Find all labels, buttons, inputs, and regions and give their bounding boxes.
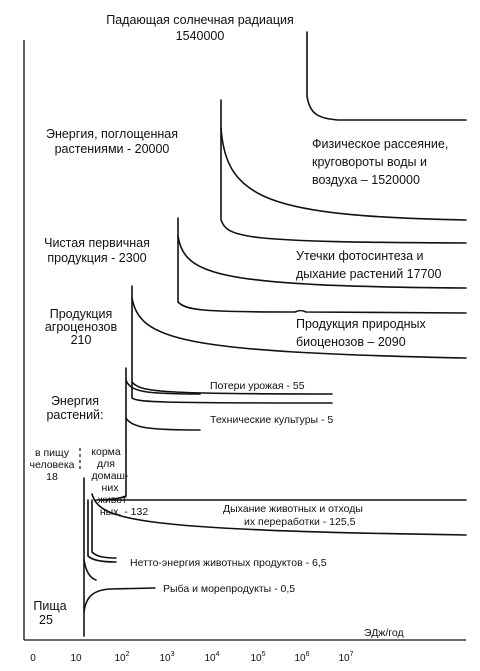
flow-curve-net-animal-2 xyxy=(91,499,117,559)
label-food-people-2: человека xyxy=(29,459,74,471)
label-absorbed-1: Энергия, поглощенная xyxy=(46,127,178,141)
flow-curve-plant-energy-tech xyxy=(125,379,201,431)
label-net-animal: Нетто-энергия животных продуктов - 6,5 xyxy=(130,557,327,569)
flow-curve-net-animal xyxy=(87,499,117,563)
tick-labels: 0 10 102 103 104 105 106 107 xyxy=(30,651,353,664)
label-food-people-3: 18 xyxy=(46,471,58,483)
label-physical-3: воздуха – 1520000 xyxy=(312,173,420,187)
label-natural-2: биоценозов – 2090 xyxy=(296,335,406,349)
flow-curve-food xyxy=(83,587,156,613)
title-line-2: 1540000 xyxy=(176,29,225,43)
tick-label-10: 10 xyxy=(70,653,82,664)
label-feed-1: корма xyxy=(91,446,121,458)
label-agro-2: агроценозов xyxy=(45,320,118,334)
tick-label-10-7: 107 xyxy=(338,651,353,664)
label-agro-3: 210 xyxy=(71,333,92,347)
flow-curve-food-people xyxy=(83,477,97,581)
flow-curve-plant-energy xyxy=(125,367,201,395)
axis-unit-label: ЭДж/год xyxy=(364,627,404,639)
flow-curve-agro xyxy=(131,285,467,359)
label-feed-2: для xyxy=(97,458,115,470)
label-physical-1: Физическое рассеяние, xyxy=(312,137,448,151)
flow-curve-technical xyxy=(131,381,333,404)
label-technical: Технические культуры - 5 xyxy=(210,414,333,426)
title-line-1: Падающая солнечная радиация xyxy=(106,13,294,27)
flow-curve-feed xyxy=(95,417,467,501)
label-leaks-1: Утечки фотосинтеза и xyxy=(296,249,424,263)
label-net-primary-1: Чистая первичная xyxy=(44,236,150,250)
label-food-1: Пища xyxy=(33,599,66,613)
flow-curve-animal-resp xyxy=(91,493,467,536)
label-harvest-loss: Потери урожая - 55 xyxy=(210,380,305,392)
tick-label-0: 0 xyxy=(30,653,36,664)
flow-curve-to-natural xyxy=(177,235,467,314)
tick-label-10-2: 102 xyxy=(114,651,129,664)
label-net-primary-2: продукция - 2300 xyxy=(47,251,146,265)
label-feed-3: домаш- xyxy=(92,470,129,482)
label-fish: Рыба и морепродукты - 0,5 xyxy=(163,583,295,595)
label-food-2: 25 xyxy=(39,613,53,627)
tick-label-10-5: 105 xyxy=(250,651,265,664)
label-plant-energy-1: Энергия xyxy=(51,394,99,408)
label-food-people-1: в пищу xyxy=(35,447,70,459)
label-feed-4: них xyxy=(102,482,120,494)
label-feed-6: ных. - 132 xyxy=(100,506,149,518)
label-leaks-2: дыхание растений 17700 xyxy=(296,267,441,281)
label-agro-1: Продукция xyxy=(50,307,113,321)
flow-curve-absorbed xyxy=(220,99,467,221)
label-animal-resp-2: их переработки - 125,5 xyxy=(244,516,356,528)
label-animal-resp-1: Дыхание животных и отходы xyxy=(223,503,363,515)
label-absorbed-2: растениями - 20000 xyxy=(55,142,170,156)
flow-curve-harvest-loss xyxy=(131,297,333,395)
flow-curve-net-primary xyxy=(177,217,467,289)
tick-label-10-4: 104 xyxy=(204,651,219,664)
label-natural-1: Продукция природных xyxy=(296,317,427,331)
flow-curve-leaks xyxy=(220,127,467,244)
label-plant-energy-2: растений: xyxy=(46,408,103,422)
tick-label-10-3: 103 xyxy=(159,651,174,664)
flow-curve-solar xyxy=(306,31,467,121)
tick-label-10-6: 106 xyxy=(294,651,309,664)
label-feed-5: живот- xyxy=(98,494,131,506)
label-physical-2: круговороты воды и xyxy=(312,155,427,169)
